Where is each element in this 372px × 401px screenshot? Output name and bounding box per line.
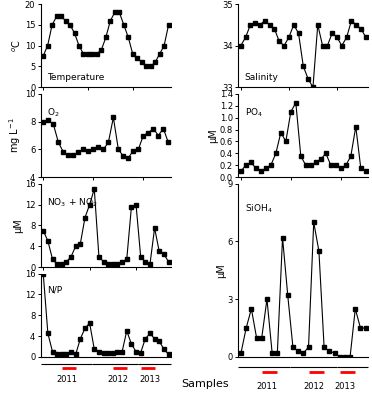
Text: Temperature: Temperature	[47, 73, 105, 82]
Y-axis label: mg L$^{-1}$: mg L$^{-1}$	[8, 117, 23, 153]
Text: 2011: 2011	[56, 375, 77, 384]
Y-axis label: $^{o}$C: $^{o}$C	[11, 39, 23, 52]
Text: PO$_4$: PO$_4$	[245, 106, 263, 119]
Text: Samples: Samples	[181, 379, 228, 389]
Text: SiOH$_4$: SiOH$_4$	[245, 203, 273, 215]
Text: 2013: 2013	[140, 375, 160, 384]
Text: 2011: 2011	[256, 382, 278, 391]
Text: 2012: 2012	[303, 382, 324, 391]
Y-axis label: μM: μM	[216, 263, 226, 278]
Y-axis label: μM: μM	[208, 128, 218, 143]
Text: O$_2$: O$_2$	[47, 106, 60, 119]
Text: Salinity: Salinity	[245, 73, 279, 82]
Text: 2013: 2013	[334, 382, 356, 391]
Text: N/P: N/P	[47, 286, 62, 294]
Text: NO$_3$ + NO$_2$: NO$_3$ + NO$_2$	[47, 196, 98, 209]
Y-axis label: μM: μM	[13, 218, 23, 233]
Text: 2012: 2012	[107, 375, 128, 384]
